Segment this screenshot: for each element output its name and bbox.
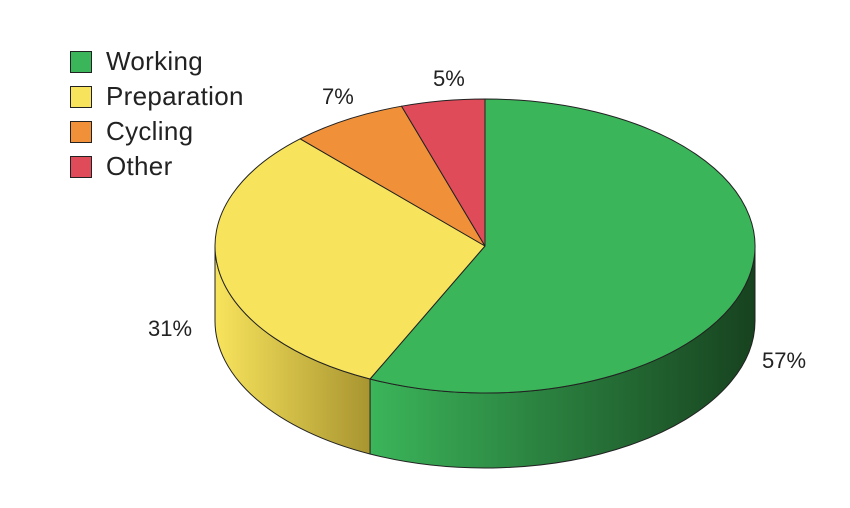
pie-slices bbox=[214, 98, 756, 394]
pie-slice-other bbox=[401, 98, 486, 247]
pie-slice-cycling bbox=[299, 105, 486, 247]
legend-item-cycling: Cycling bbox=[70, 114, 244, 149]
legend-item-working: Working bbox=[70, 44, 244, 79]
pie-percent-labels: 57% 31% 7% 5% bbox=[148, 66, 806, 373]
legend-swatch-preparation bbox=[70, 85, 92, 108]
legend-item-preparation: Preparation bbox=[70, 79, 244, 114]
legend-item-other: Other bbox=[70, 149, 244, 184]
legend-swatch-working bbox=[70, 50, 92, 73]
pie-slice-working bbox=[369, 98, 756, 394]
legend: Working Preparation Cycling Other bbox=[70, 44, 244, 184]
legend-label-other: Other bbox=[106, 151, 173, 181]
pie-label-preparation: 31% bbox=[148, 316, 192, 341]
pie-slice-preparation bbox=[214, 138, 486, 380]
legend-swatch-other bbox=[70, 155, 92, 178]
pie-label-cycling: 7% bbox=[322, 84, 354, 109]
legend-label-working: Working bbox=[106, 46, 203, 76]
legend-swatch-cycling bbox=[70, 120, 92, 143]
legend-label-preparation: Preparation bbox=[106, 81, 244, 111]
legend-label-cycling: Cycling bbox=[106, 116, 194, 146]
pie-label-working: 57% bbox=[762, 348, 806, 373]
pie-label-other: 5% bbox=[433, 66, 465, 91]
